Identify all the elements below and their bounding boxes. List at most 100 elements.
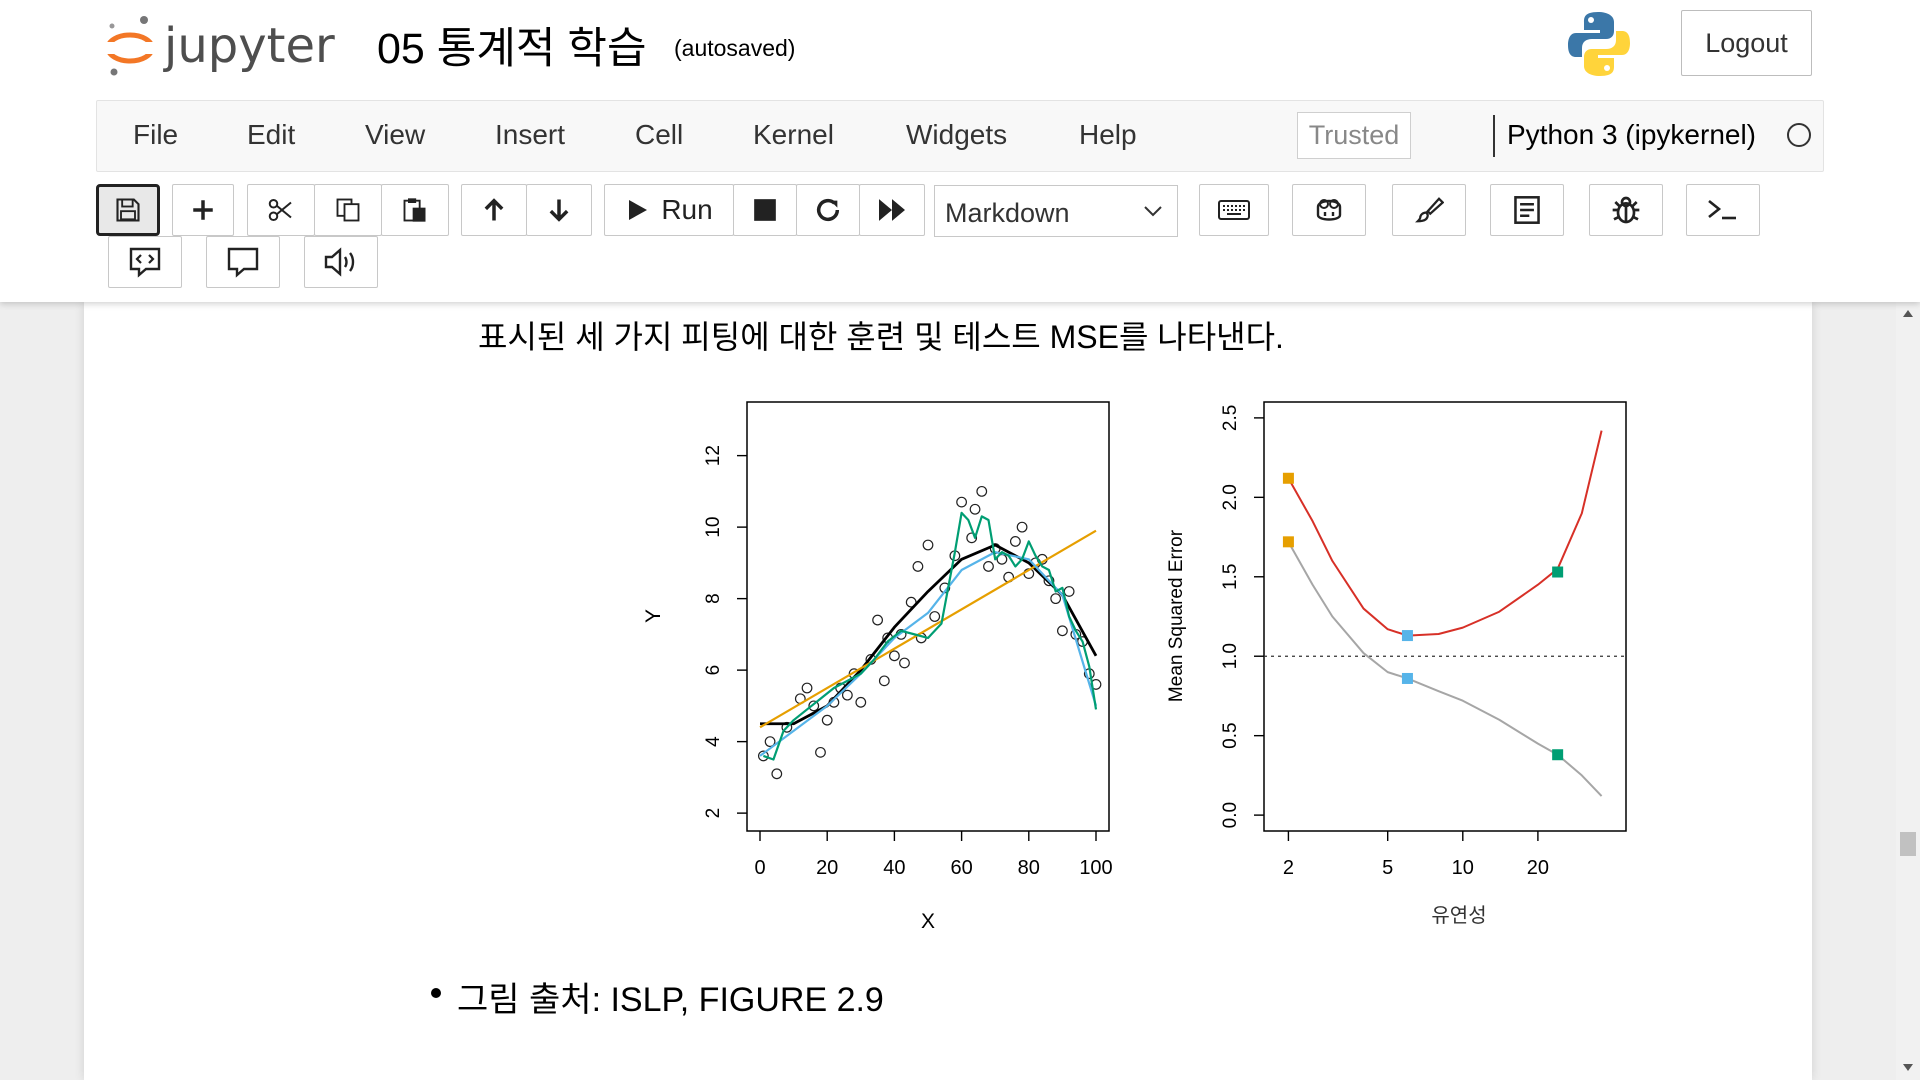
comment-button[interactable] xyxy=(206,236,280,288)
code-comment-button[interactable] xyxy=(108,236,182,288)
left-xtick-label-1: 20 xyxy=(816,857,838,879)
copilot-button[interactable] xyxy=(1292,184,1366,236)
data-point xyxy=(899,657,910,669)
menu-kernel[interactable]: Kernel xyxy=(753,119,834,150)
figure-2-9: 0 20 40 60 80 100 2 4 6 8 10 12 X Y 2 5 10 20 0.0 0.5 1.0… xyxy=(642,401,1627,933)
data-point xyxy=(983,561,994,572)
data-point xyxy=(878,675,890,687)
left-axes: 0 20 40 60 80 100 2 4 6 8 10 12 xyxy=(703,445,1113,879)
menu-cell[interactable]: Cell xyxy=(635,119,684,150)
move-down-button[interactable] xyxy=(526,184,592,236)
command-palette-button[interactable] xyxy=(1199,184,1269,236)
left-ytick-label-0: 2 xyxy=(703,808,724,819)
scroll-down-icon[interactable] xyxy=(1903,1064,1913,1071)
mse-marker-3 xyxy=(1401,672,1413,684)
chevron-down-icon xyxy=(1144,206,1162,217)
menu-file[interactable]: File xyxy=(133,119,179,150)
data-point xyxy=(1057,625,1068,637)
terminal-icon xyxy=(1708,199,1736,220)
copy-button[interactable] xyxy=(314,184,382,236)
restart-run-all-button[interactable] xyxy=(859,184,925,236)
left-fit-lines xyxy=(759,511,1098,761)
scroll-thumb[interactable] xyxy=(1900,832,1916,856)
jupyter-logo[interactable]: jupyter xyxy=(104,12,354,82)
debugger-button[interactable] xyxy=(1589,184,1663,236)
left-xtick-label-3: 60 xyxy=(950,857,972,879)
left-xtick-label-4: 80 xyxy=(1018,857,1040,879)
test-mse-curve xyxy=(1287,430,1603,637)
run-button[interactable]: Run xyxy=(604,184,734,236)
right-xtick-label-0: 2 xyxy=(1283,857,1294,879)
right-xtick-label-2: 10 xyxy=(1452,857,1474,879)
copy-icon xyxy=(336,198,360,222)
right-ytick-label-2: 1.0 xyxy=(1220,643,1241,669)
menu-view[interactable]: View xyxy=(365,119,426,150)
data-point xyxy=(966,532,978,544)
left-ylabel: Y xyxy=(642,609,665,623)
menubar: File Edit View Insert Cell Kernel Widget… xyxy=(96,100,1824,172)
data-point xyxy=(929,611,941,622)
data-point xyxy=(808,700,820,712)
document-icon xyxy=(1514,196,1540,224)
scissors-icon xyxy=(268,199,292,221)
right-ylabel: Mean Squared Error xyxy=(1166,529,1187,702)
left-ytick-label-2: 6 xyxy=(703,665,724,676)
right-xtick-label-1: 5 xyxy=(1382,857,1393,879)
left-data-points xyxy=(757,485,1102,780)
arrow-down-icon xyxy=(549,199,569,222)
kernel-separator xyxy=(1493,115,1495,157)
paste-button[interactable] xyxy=(381,184,449,236)
logout-button[interactable]: Logout xyxy=(1681,10,1812,76)
menu-widgets[interactable]: Widgets xyxy=(906,119,1008,150)
cell-type-select[interactable]: Markdown xyxy=(934,185,1178,237)
right-mse-curves xyxy=(1287,430,1603,797)
left-xlabel: X xyxy=(921,910,935,933)
kernel-name[interactable]: Python 3 (ipykernel) xyxy=(1507,119,1757,150)
read-aloud-button[interactable] xyxy=(304,236,378,288)
scrollbar[interactable] xyxy=(1896,302,1920,1080)
format-button[interactable] xyxy=(1392,184,1466,236)
scroll-up-icon[interactable] xyxy=(1903,310,1913,317)
run-label: Run xyxy=(661,194,713,225)
insert-cell-button[interactable] xyxy=(172,184,234,236)
restart-button[interactable] xyxy=(796,184,860,236)
mse-marker-0 xyxy=(1282,472,1294,484)
right-ytick-label-0: 0.0 xyxy=(1220,802,1241,828)
plus-icon xyxy=(193,200,213,220)
terminal-button[interactable] xyxy=(1686,184,1760,236)
move-up-button[interactable] xyxy=(461,184,527,236)
notebook-name[interactable]: 05 통계적 학습 xyxy=(377,25,647,73)
data-point xyxy=(1043,575,1055,587)
cut-button[interactable] xyxy=(247,184,315,236)
save-icon xyxy=(116,198,140,222)
data-point xyxy=(757,750,769,762)
data-point xyxy=(872,614,884,626)
paste-icon xyxy=(403,198,426,222)
data-point xyxy=(815,746,826,758)
logo-text: jupyter xyxy=(163,18,335,74)
kernel-status-icon xyxy=(1787,123,1811,147)
menu-edit[interactable]: Edit xyxy=(247,119,296,150)
data-point xyxy=(889,650,900,662)
data-point xyxy=(841,689,853,701)
smooth-spline-fit-line xyxy=(759,551,1098,757)
menu-insert[interactable]: Insert xyxy=(495,119,566,150)
cell-type-value: Markdown xyxy=(945,198,1070,228)
data-point xyxy=(969,503,981,515)
code-comment-icon xyxy=(129,247,161,278)
data-point xyxy=(1063,586,1075,597)
interrupt-button[interactable] xyxy=(733,184,797,236)
header: jupyter 05 통계적 학습 (autosaved) Logout Fil… xyxy=(0,0,1920,302)
left-ytick-label-5: 12 xyxy=(703,445,724,466)
brush-icon xyxy=(1415,197,1444,223)
menu-help[interactable]: Help xyxy=(1079,119,1137,150)
trusted-indicator[interactable]: Trusted xyxy=(1297,112,1411,159)
restart-icon xyxy=(816,198,840,222)
mse-marker-5 xyxy=(1552,749,1564,761)
table-of-contents-button[interactable] xyxy=(1490,184,1564,236)
save-button[interactable] xyxy=(96,184,160,236)
data-point xyxy=(855,696,867,708)
left-xtick-label-2: 40 xyxy=(883,857,905,879)
figure-caption: 그림 출처: ISLP, FIGURE 2.9 xyxy=(457,981,884,1019)
play-icon xyxy=(629,200,648,220)
